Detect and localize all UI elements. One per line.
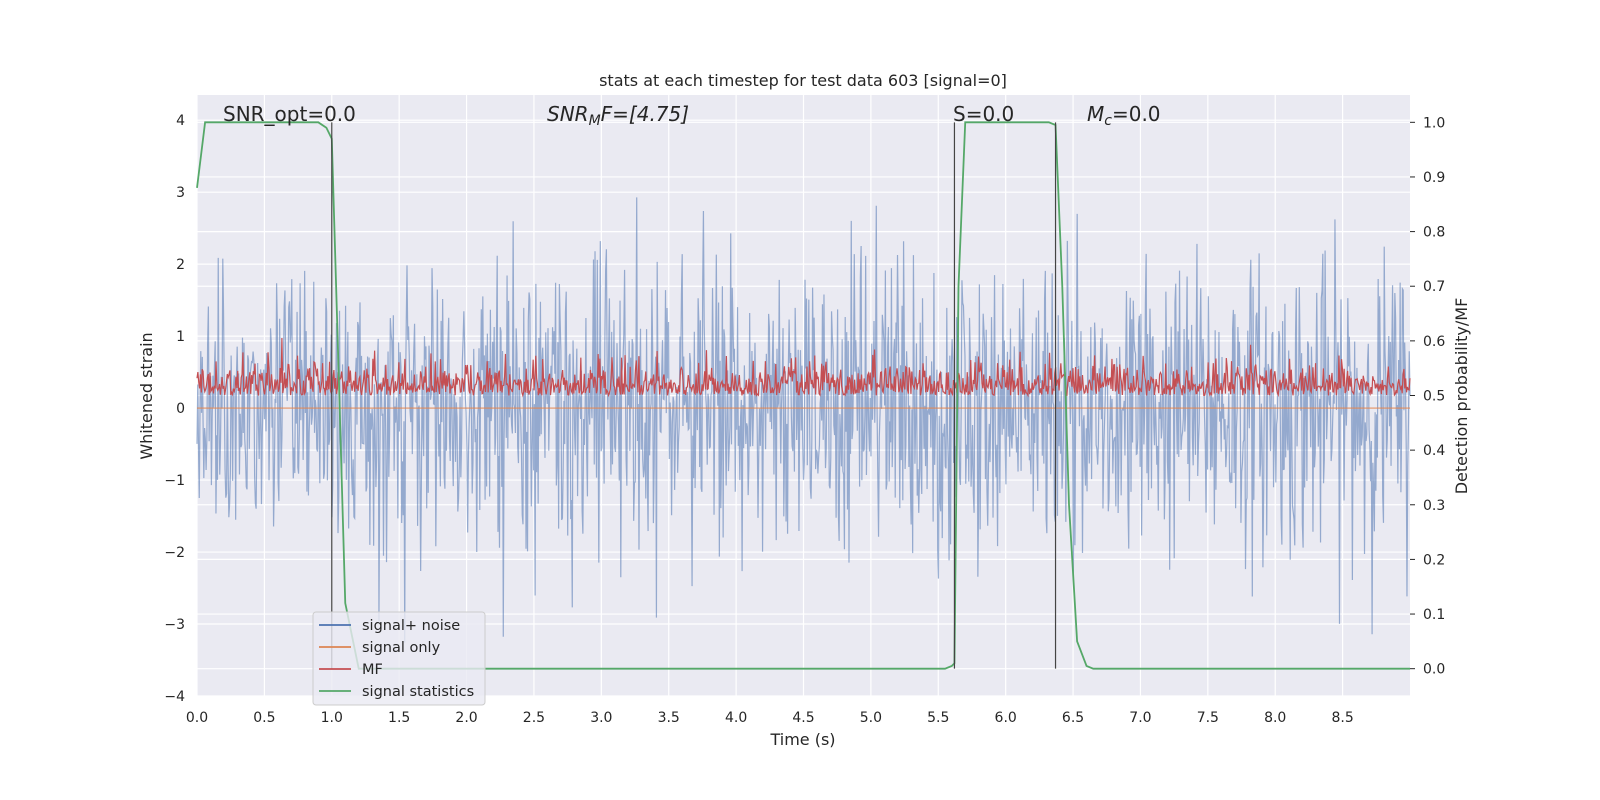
legend-label-signal-statistics: signal statistics — [362, 684, 474, 700]
annotation-mc-base: M — [1087, 102, 1104, 126]
y-right-tick-label: 0.3 — [1423, 498, 1445, 514]
x-tick-label: 2.0 — [455, 710, 477, 726]
x-tick-label: 0.0 — [186, 710, 208, 726]
y-left-tick-label: −3 — [164, 617, 185, 633]
y-left-axis-ticks: −4 −3 −2 −1 0 1 2 3 4 — [164, 113, 185, 705]
x-tick-label: 6.0 — [995, 710, 1017, 726]
annotation-snr-opt: SNR_opt=0.0 — [223, 102, 356, 126]
x-axis-label: Time (s) — [769, 730, 835, 749]
legend-label-signal-noise: signal+ noise — [362, 618, 460, 634]
annotation-s: S=0.0 — [953, 102, 1014, 126]
x-tick-label: 6.5 — [1062, 710, 1084, 726]
y-right-tick-label: 1.0 — [1423, 115, 1445, 131]
x-tick-label: 5.0 — [860, 710, 882, 726]
y-left-axis-label: Whitened strain — [137, 332, 156, 459]
series-signal-statistics — [196, 121, 1410, 670]
legend-box — [312, 611, 486, 706]
y-right-tick-label: 0.6 — [1423, 334, 1445, 350]
annotation-snr-mf-base: SNR — [547, 102, 589, 126]
y-right-tick-label: 0.8 — [1423, 225, 1445, 241]
y-right-tick-label: 0.9 — [1423, 170, 1445, 186]
x-tick-label: 7.5 — [1197, 710, 1219, 726]
x-tick-label: 8.0 — [1264, 710, 1286, 726]
y-right-tick-label: 0.5 — [1423, 389, 1445, 405]
y-left-tick-label: 2 — [176, 257, 185, 273]
vertical-lines — [331, 122, 1057, 669]
annotation-snr-mf-sub: M — [589, 113, 601, 129]
y-left-tick-label: −1 — [164, 473, 185, 489]
x-tick-label: 1.5 — [388, 710, 410, 726]
x-tick-label: 2.5 — [523, 710, 545, 726]
series-signal-noise — [196, 197, 1411, 643]
y-left-tick-label: 4 — [176, 113, 185, 129]
y-left-tick-label: 0 — [176, 401, 185, 417]
annotation-mc-rest: =0.0 — [1112, 102, 1161, 126]
annotation-snr-mf-rest: F=[4.75] — [601, 102, 689, 126]
y-left-tick-label: 1 — [176, 329, 185, 345]
x-tick-label: 3.5 — [658, 710, 680, 726]
y-right-tick-label: 0.4 — [1423, 443, 1445, 459]
y-left-tick-label: −4 — [164, 689, 185, 705]
y-right-tick-label: 0.7 — [1423, 279, 1445, 295]
annotation-mc-sub: c — [1104, 113, 1112, 129]
x-tick-label: 4.5 — [792, 710, 814, 726]
y-right-axis-ticks: 0.0 0.1 0.2 0.3 0.4 0.5 0.6 0.7 0.8 0.9 1.0 — [1410, 115, 1445, 678]
legend-label-mf: MF — [362, 662, 383, 678]
series-mf — [196, 337, 1411, 398]
x-tick-label: 0.5 — [253, 710, 275, 726]
x-tick-label: 8.5 — [1331, 710, 1353, 726]
x-axis-ticks: 0.0 0.5 1.0 1.5 2.0 2.5 3.0 3.5 4.0 4.5 5.0 5.5 6.0 6… — [186, 710, 1354, 726]
x-tick-label: 4.0 — [725, 710, 747, 726]
y-right-tick-label: 0.1 — [1423, 607, 1445, 623]
y-left-tick-label: 3 — [176, 185, 185, 201]
y-right-tick-label: 0.0 — [1423, 662, 1445, 678]
legend-label-signal-only: signal only — [362, 640, 441, 656]
annotation-snr-mf: SNRMF=[4.75] — [547, 102, 689, 129]
chart-title: stats at each timestep for test data 603… — [599, 71, 1007, 90]
y-right-axis-label: Detection probability/MF — [1452, 298, 1471, 495]
x-tick-label: 7.0 — [1129, 710, 1151, 726]
y-right-tick-label: 0.2 — [1423, 552, 1445, 568]
x-tick-label: 5.5 — [927, 710, 949, 726]
series-layer — [196, 121, 1411, 670]
x-tick-label: 1.0 — [321, 710, 343, 726]
legend: signal+ noise signal only MF signal stat… — [312, 611, 486, 706]
annotation-mc: Mc=0.0 — [1087, 102, 1161, 129]
y-left-tick-label: −2 — [164, 545, 185, 561]
x-tick-label: 3.0 — [590, 710, 612, 726]
